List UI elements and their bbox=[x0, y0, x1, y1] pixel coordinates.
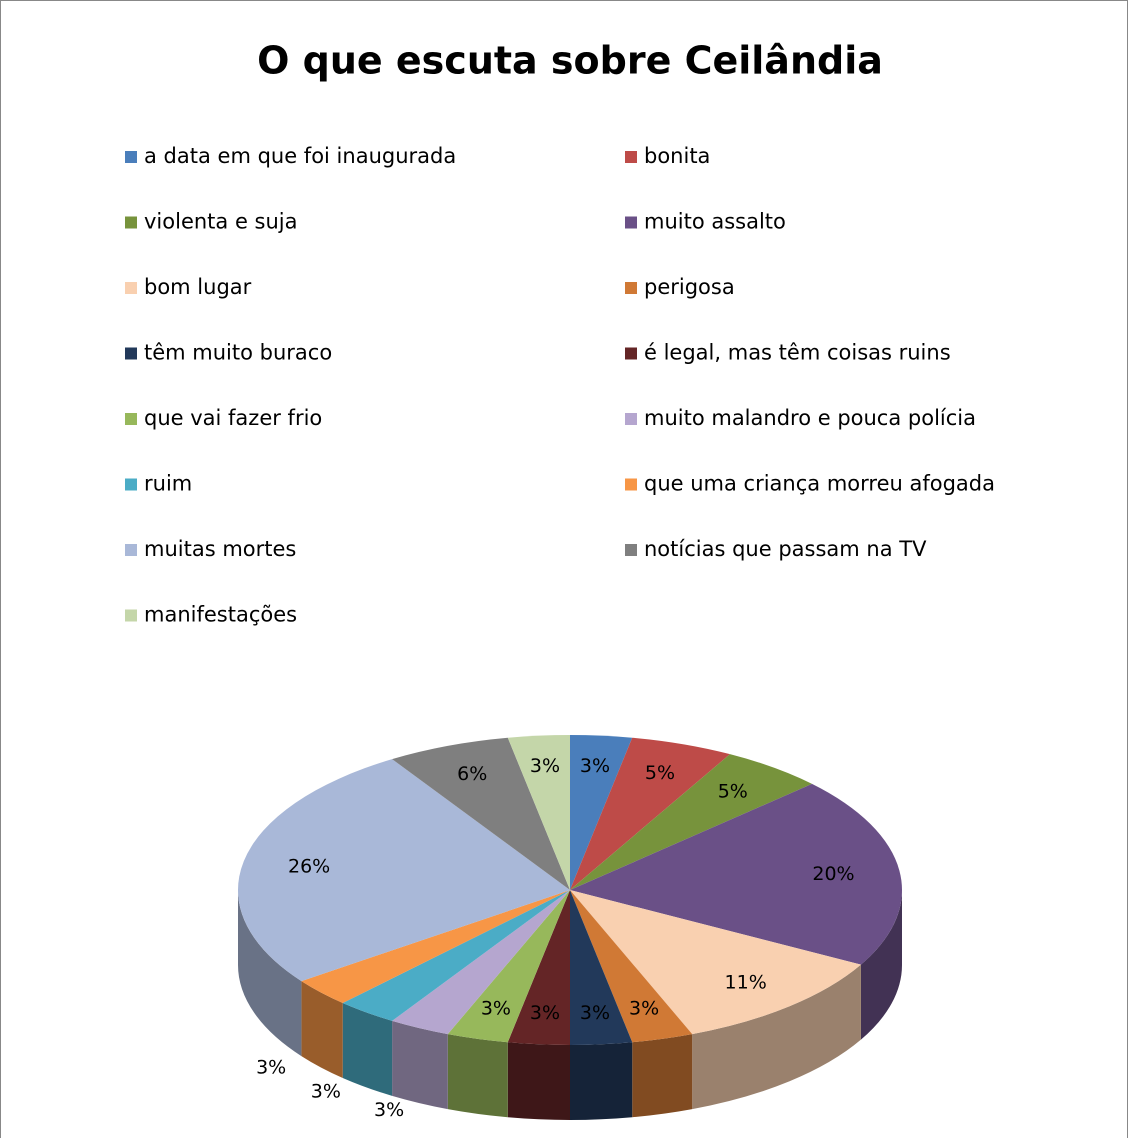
pie-slice bbox=[392, 737, 570, 890]
pie-slice bbox=[570, 783, 902, 965]
legend-label: ruim bbox=[144, 472, 192, 496]
legend-swatch bbox=[625, 413, 637, 425]
pie-slice bbox=[570, 890, 861, 1035]
legend-swatch bbox=[125, 609, 137, 622]
legend-label: perigosa bbox=[644, 275, 735, 299]
pie-slice bbox=[570, 754, 813, 890]
legend-swatch bbox=[125, 151, 137, 163]
legend-label: a data em que foi inaugurada bbox=[144, 144, 456, 168]
legend-swatch bbox=[625, 347, 637, 360]
data-label: 3% bbox=[256, 1057, 286, 1079]
pie-side bbox=[632, 1034, 693, 1118]
data-label: 26% bbox=[288, 855, 330, 877]
legend-swatch bbox=[125, 216, 137, 229]
legend-label: que vai fazer frio bbox=[144, 406, 322, 430]
legend-label: muitas mortes bbox=[144, 537, 296, 561]
data-label: 20% bbox=[812, 863, 854, 885]
pie-slice bbox=[392, 890, 570, 1035]
pie-slice bbox=[447, 890, 570, 1043]
chart-title: O que escuta sobre Ceilândia bbox=[257, 39, 883, 83]
legend-label: muito malandro e pouca polícia bbox=[644, 406, 976, 430]
legend-swatch bbox=[625, 282, 637, 294]
legend-label: bom lugar bbox=[144, 275, 252, 299]
pie-slice bbox=[570, 737, 730, 890]
legend-swatch bbox=[625, 544, 637, 556]
legend-swatch bbox=[625, 216, 637, 229]
legend-label: é legal, mas têm coisas ruins bbox=[644, 341, 951, 365]
pie-slice bbox=[570, 890, 633, 1045]
pie-side bbox=[301, 981, 343, 1078]
legend-swatch bbox=[125, 544, 137, 556]
legend-swatch bbox=[125, 478, 137, 491]
pie-slice bbox=[342, 890, 570, 1021]
pie-side bbox=[860, 890, 902, 1040]
legend-label: violenta e suja bbox=[144, 210, 298, 234]
pie-slice bbox=[507, 890, 570, 1045]
pie-slice bbox=[301, 890, 570, 1003]
data-label: 3% bbox=[530, 755, 560, 777]
legend-swatch bbox=[125, 282, 137, 294]
data-label: 3% bbox=[629, 998, 659, 1020]
data-label: 11% bbox=[725, 972, 767, 994]
legend-swatch bbox=[625, 151, 637, 163]
legend-swatch bbox=[125, 413, 137, 425]
pie-side bbox=[692, 964, 861, 1110]
pie-side bbox=[507, 1042, 570, 1120]
data-label: 3% bbox=[580, 1002, 610, 1024]
pie-side bbox=[447, 1034, 508, 1118]
legend-label: têm muito buraco bbox=[144, 341, 332, 365]
data-label: 3% bbox=[530, 1002, 560, 1024]
pie-slice bbox=[237, 759, 570, 982]
data-label: 3% bbox=[311, 1080, 341, 1102]
data-label: 3% bbox=[374, 1099, 404, 1121]
pie-side bbox=[570, 1042, 633, 1120]
pie-slice bbox=[570, 735, 633, 890]
legend-label: muito assalto bbox=[644, 210, 786, 234]
pie-slice bbox=[507, 735, 570, 890]
legend-label: que uma criança morreu afogada bbox=[644, 472, 995, 496]
data-label: 3% bbox=[580, 755, 610, 777]
pie-side bbox=[238, 890, 302, 1057]
data-label: 3% bbox=[481, 998, 511, 1020]
legend-swatch bbox=[125, 347, 137, 360]
legend-swatch bbox=[625, 478, 637, 491]
data-label: 6% bbox=[457, 763, 487, 785]
pie-slice bbox=[570, 890, 693, 1043]
legend-label: manifestações bbox=[144, 603, 297, 627]
legend-label: bonita bbox=[644, 144, 710, 168]
legend-label: notícias que passam na TV bbox=[644, 537, 927, 561]
pie-side bbox=[342, 1002, 393, 1096]
data-label: 5% bbox=[645, 762, 675, 784]
pie-side bbox=[392, 1020, 448, 1110]
data-label: 5% bbox=[718, 781, 748, 803]
